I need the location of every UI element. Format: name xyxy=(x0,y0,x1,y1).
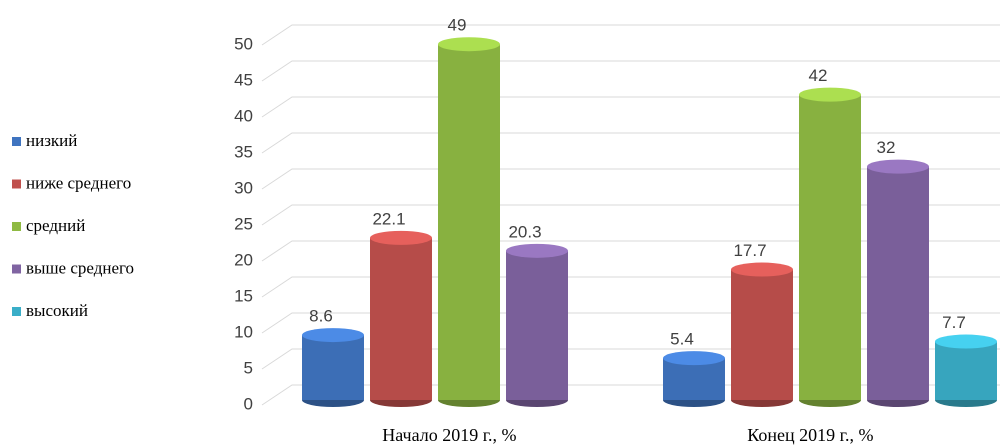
legend-label: выше среднего xyxy=(26,258,134,277)
data-label: 32 xyxy=(877,138,896,157)
data-label: 7.7 xyxy=(942,313,966,332)
y-tick-label: 40 xyxy=(234,106,253,125)
legend-label: высокий xyxy=(26,301,88,320)
data-label: 8.6 xyxy=(309,307,333,326)
bar xyxy=(506,250,568,400)
y-tick-label: 45 xyxy=(234,70,253,89)
data-label: 17.7 xyxy=(733,241,766,260)
y-tick-label: 10 xyxy=(234,322,253,341)
bar-top xyxy=(731,262,793,277)
y-tick-label: 0 xyxy=(244,394,253,413)
bar-top xyxy=(438,37,500,52)
legend-label: ниже среднего xyxy=(26,173,131,192)
bar xyxy=(867,166,929,400)
data-label: 22.1 xyxy=(372,209,405,228)
y-tick-label: 25 xyxy=(234,214,253,233)
y-tick-label: 50 xyxy=(234,34,253,53)
grid-line xyxy=(261,96,1000,118)
x-tick-label: Начало 2019 г., % xyxy=(382,425,516,445)
data-label: 49 xyxy=(448,16,467,35)
legend-swatch xyxy=(12,222,21,231)
bar-top xyxy=(302,328,364,343)
grid-line xyxy=(261,60,1000,82)
legend-swatch xyxy=(12,264,21,274)
bar xyxy=(935,341,997,400)
bar-top xyxy=(506,243,568,258)
bar-top xyxy=(799,87,861,102)
grid-line xyxy=(261,204,1000,226)
y-tick-label: 15 xyxy=(234,286,253,305)
y-tick-label: 5 xyxy=(244,358,253,377)
data-label: 5.4 xyxy=(670,330,694,349)
bar xyxy=(302,335,364,400)
bar-top xyxy=(370,230,432,245)
legend-label: низкий xyxy=(26,131,77,150)
bar-top xyxy=(663,351,725,366)
grid-line xyxy=(261,132,1000,154)
legend-label: средний xyxy=(26,216,85,235)
bar xyxy=(370,237,432,400)
legend-swatch xyxy=(12,307,21,316)
grid-line xyxy=(261,24,1000,46)
y-tick-label: 30 xyxy=(234,178,253,197)
legend-swatch xyxy=(12,137,21,146)
y-tick-label: 20 xyxy=(234,250,253,269)
bar xyxy=(731,269,793,400)
x-tick-label: Конец 2019 г., % xyxy=(747,425,873,445)
grid-line xyxy=(261,168,1000,190)
data-label: 20.3 xyxy=(508,222,541,241)
bar xyxy=(799,94,861,400)
bar-top xyxy=(867,159,929,174)
bar xyxy=(438,44,500,400)
bar-top xyxy=(935,334,997,349)
grid-line xyxy=(261,240,1000,262)
y-tick-label: 35 xyxy=(234,142,253,161)
data-label: 42 xyxy=(809,66,828,85)
legend-swatch xyxy=(12,179,21,189)
